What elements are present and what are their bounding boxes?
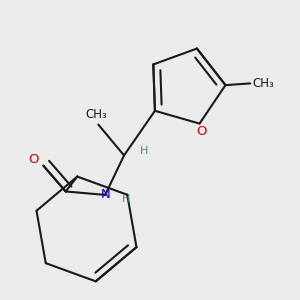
Text: H: H xyxy=(122,194,130,204)
Text: CH₃: CH₃ xyxy=(86,108,107,122)
Text: O: O xyxy=(196,124,206,138)
Text: N: N xyxy=(100,188,110,201)
Text: CH₃: CH₃ xyxy=(252,77,274,90)
Text: O: O xyxy=(28,153,39,166)
Text: H: H xyxy=(140,146,148,156)
